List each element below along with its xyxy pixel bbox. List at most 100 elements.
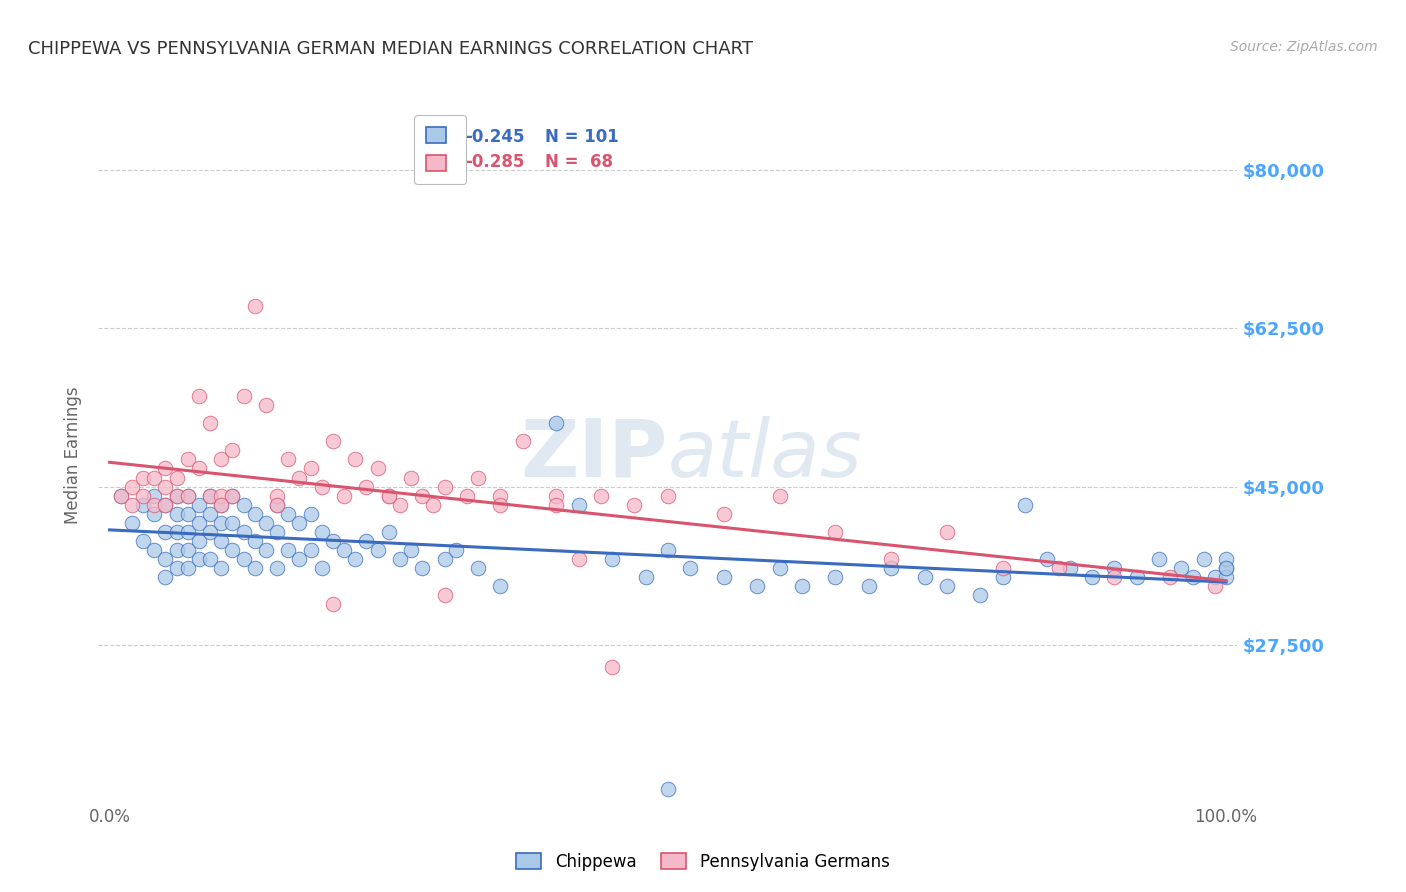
Point <box>433 588 456 602</box>
Point <box>1204 579 1226 593</box>
Point <box>1192 551 1215 566</box>
Point <box>311 479 333 493</box>
Point <box>177 489 200 503</box>
Point <box>299 542 322 557</box>
Point <box>177 561 200 575</box>
Point <box>333 542 356 557</box>
Point <box>991 570 1014 584</box>
Point <box>623 498 645 512</box>
Point <box>187 551 209 566</box>
Point <box>1036 551 1059 566</box>
Point <box>657 782 679 797</box>
Point <box>143 470 166 484</box>
Point <box>132 489 155 503</box>
Point <box>243 299 266 313</box>
Point <box>1081 570 1104 584</box>
Point <box>344 452 367 467</box>
Point <box>311 524 333 539</box>
Point <box>377 489 399 503</box>
Point <box>489 489 512 503</box>
Point <box>858 579 880 593</box>
Point <box>713 507 735 521</box>
Point <box>221 542 243 557</box>
Point <box>155 461 177 475</box>
Point <box>232 524 254 539</box>
Point <box>198 489 221 503</box>
Point <box>143 542 166 557</box>
Point <box>143 489 166 503</box>
Point <box>198 524 221 539</box>
Point <box>634 570 657 584</box>
Point <box>143 507 166 521</box>
Text: N =  68: N = 68 <box>546 153 613 171</box>
Point <box>322 434 344 449</box>
Point <box>1215 570 1237 584</box>
Point <box>110 489 132 503</box>
Point <box>1204 570 1226 584</box>
Point <box>299 507 322 521</box>
Point <box>546 489 568 503</box>
Text: R =: R = <box>426 128 461 146</box>
Point <box>467 470 489 484</box>
Point <box>1014 498 1036 512</box>
Legend: , : , <box>415 115 465 184</box>
Point <box>589 489 612 503</box>
Point <box>936 524 959 539</box>
Point <box>936 579 959 593</box>
Point <box>155 524 177 539</box>
Point <box>198 489 221 503</box>
Point <box>422 498 444 512</box>
Point <box>166 561 188 575</box>
Point <box>1147 551 1170 566</box>
Point <box>187 461 209 475</box>
Point <box>166 470 188 484</box>
Point <box>209 489 232 503</box>
Text: -0.245: -0.245 <box>465 128 524 146</box>
Point <box>1215 561 1237 575</box>
Point <box>333 489 356 503</box>
Point <box>143 498 166 512</box>
Point <box>166 489 188 503</box>
Point <box>377 524 399 539</box>
Point <box>288 516 311 530</box>
Point <box>1159 570 1181 584</box>
Point <box>880 551 903 566</box>
Point <box>1181 570 1204 584</box>
Point <box>110 489 132 503</box>
Point <box>209 498 232 512</box>
Point <box>768 489 790 503</box>
Point <box>132 533 155 548</box>
Point <box>1170 561 1192 575</box>
Point <box>243 507 266 521</box>
Point <box>266 489 288 503</box>
Point <box>177 452 200 467</box>
Point <box>824 524 846 539</box>
Point <box>121 498 143 512</box>
Text: CHIPPEWA VS PENNSYLVANIA GERMAN MEDIAN EARNINGS CORRELATION CHART: CHIPPEWA VS PENNSYLVANIA GERMAN MEDIAN E… <box>28 40 754 58</box>
Point <box>277 452 299 467</box>
Point <box>177 524 200 539</box>
Point <box>209 561 232 575</box>
Point <box>288 551 311 566</box>
Text: R =: R = <box>426 153 461 171</box>
Point <box>467 561 489 575</box>
Point <box>177 542 200 557</box>
Point <box>266 498 288 512</box>
Point <box>367 461 389 475</box>
Point <box>209 452 232 467</box>
Point <box>1104 570 1126 584</box>
Point <box>198 551 221 566</box>
Point <box>1126 570 1149 584</box>
Point <box>399 470 422 484</box>
Point <box>880 561 903 575</box>
Point <box>1059 561 1081 575</box>
Point <box>155 551 177 566</box>
Text: Source: ZipAtlas.com: Source: ZipAtlas.com <box>1230 40 1378 54</box>
Point <box>209 533 232 548</box>
Point <box>399 542 422 557</box>
Point <box>433 479 456 493</box>
Point <box>679 561 702 575</box>
Point <box>277 507 299 521</box>
Point <box>747 579 769 593</box>
Point <box>657 489 679 503</box>
